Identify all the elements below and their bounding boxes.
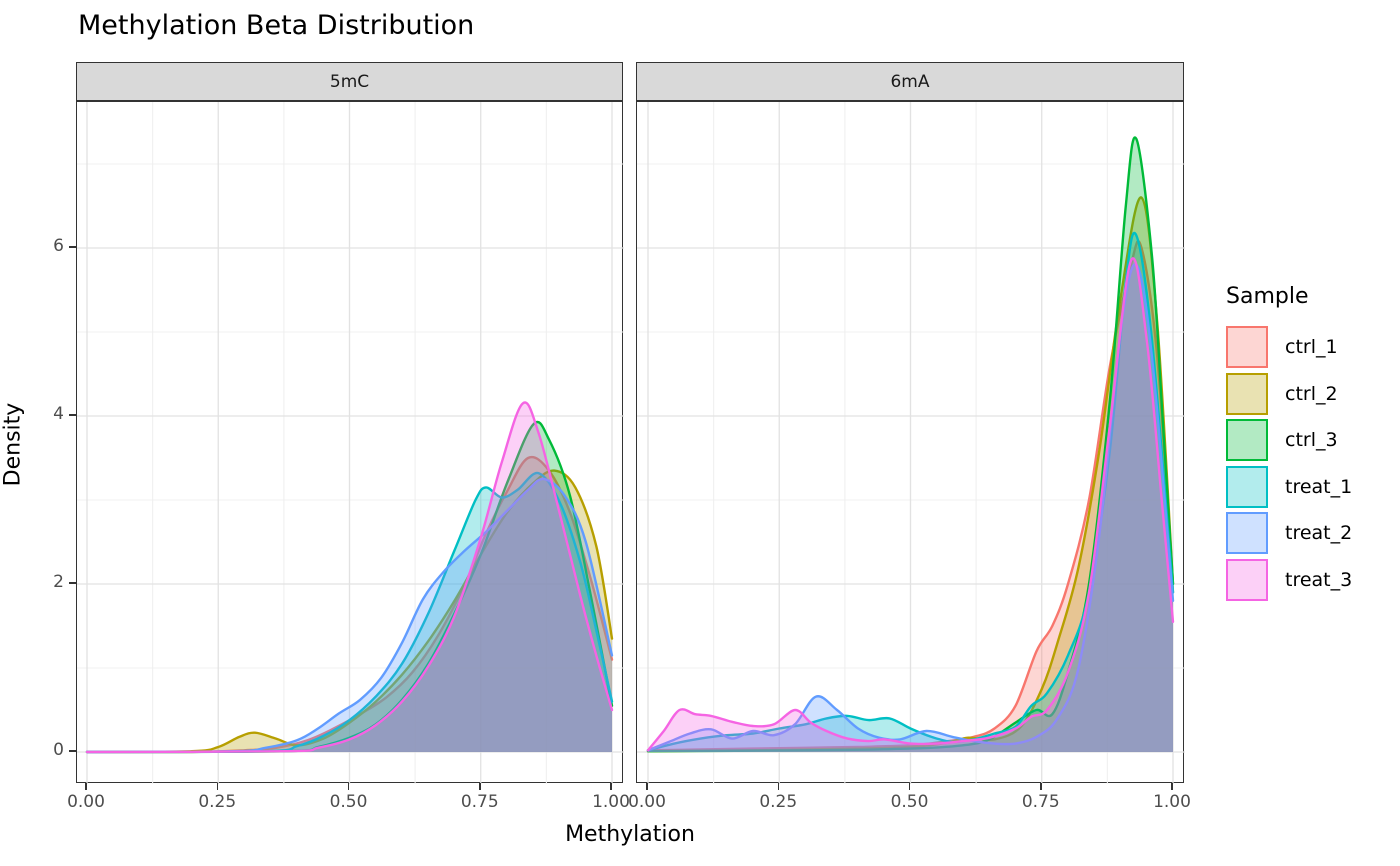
density-area-treat_3 [648,258,1173,752]
density-curve-ctrl_1 [85,455,614,754]
x-tick-label: 0.75 [460,792,499,812]
x-tick-label: 1.00 [1153,792,1191,812]
legend-label: ctrl_2 [1285,382,1338,405]
x-tick-mark [908,783,911,790]
facet-panel-5mC [76,101,624,784]
density-curve-treat_2 [85,477,614,754]
x-tick-mark [1171,783,1173,790]
legend-entry-treat_1: treat_1 [1226,465,1398,508]
density-area-ctrl_1 [648,241,1173,752]
gridlines-minor [77,102,624,784]
x-tick-label: 0.25 [198,792,237,812]
x-tick-mark [347,783,350,790]
facet-strip-6mA: 6mA [636,62,1184,101]
density-area-ctrl_1 [87,457,612,752]
density-area-treat_1 [87,472,612,752]
legend-label: treat_3 [1285,568,1353,591]
density-curve-ctrl_2 [85,469,614,754]
x-tick-label: 0.00 [67,792,105,812]
y-tick-mark [69,246,76,248]
legend-entry-ctrl_3: ctrl_3 [1226,419,1398,461]
density-curve-ctrl_2 [646,196,1175,753]
facet-strip-label: 6mA [890,71,930,92]
facet-strip-label: 5mC [329,71,370,92]
legend-title: Sample [1226,284,1309,309]
x-tick-mark [216,783,218,790]
x-tick-label: 0.75 [1021,792,1060,812]
x-tick-mark [479,783,481,790]
legend-key-swatch [1226,512,1268,554]
legend-entries: ctrl_1 ctrl_2 ctrl_3 treat_1 treat_2 treat_3 [1226,326,1398,601]
density-area-treat_2 [87,478,612,752]
density-plot-6mA [637,102,1185,784]
x-tick-mark [610,783,612,790]
y-tick-label: 6 [53,236,64,256]
x-tick-label: 1.00 [592,792,630,812]
density-area-ctrl_2 [87,470,612,752]
legend-entry-ctrl_1: ctrl_1 [1226,326,1398,368]
legend-key-swatch [1226,326,1268,368]
density-area-ctrl_3 [648,137,1173,752]
y-tick-label: 0 [53,740,64,760]
density-area-ctrl_3 [87,421,612,752]
x-tick-mark [85,783,87,790]
x-tick-label: 0.25 [759,792,798,812]
facet-strip-5mC: 5mC [76,62,623,101]
legend-key-swatch [1226,419,1268,461]
legend-label: treat_1 [1285,475,1353,498]
x-tick-mark [777,783,779,790]
gridlines-major [77,102,624,784]
density-area-treat_3 [87,402,612,752]
legend-entry-treat_3: treat_3 [1226,558,1398,601]
legend-label: ctrl_3 [1285,429,1338,451]
density-curve-treat_3 [646,257,1175,752]
y-tick-mark [69,582,76,584]
density-curve-treat_3 [85,401,614,754]
x-tick-mark [646,783,648,790]
x-tick-label: 0.50 [329,792,368,812]
legend-key-swatch [1226,372,1268,415]
legend-label: ctrl_1 [1285,336,1338,358]
density-area-treat_2 [648,264,1173,752]
y-tick-mark [69,414,76,416]
density-curve-ctrl_3 [646,136,1175,753]
chart-title: Methylation Beta Distribution [78,10,475,41]
x-tick-label: 0.00 [628,792,666,812]
y-axis-title: Density [0,402,26,487]
y-tick-mark [69,750,76,752]
y-tick-label: 4 [53,404,64,424]
facet-panel-6mA [636,101,1185,784]
y-tick-label: 2 [53,572,64,592]
x-tick-label: 0.50 [890,792,929,812]
density-plot-5mC [77,102,624,784]
density-curve-treat_1 [85,471,614,754]
x-tick-mark [1040,783,1042,790]
legend-entry-ctrl_2: ctrl_2 [1226,372,1398,415]
gridlines-major [637,102,1185,784]
density-area-ctrl_2 [648,197,1173,752]
x-axis-title: Methylation [565,822,695,847]
density-area-treat_1 [648,232,1173,752]
legend-label: treat_2 [1285,522,1353,544]
legend-entry-treat_2: treat_2 [1226,512,1398,554]
legend-key-swatch [1226,558,1268,601]
legend-key-swatch [1226,465,1268,508]
